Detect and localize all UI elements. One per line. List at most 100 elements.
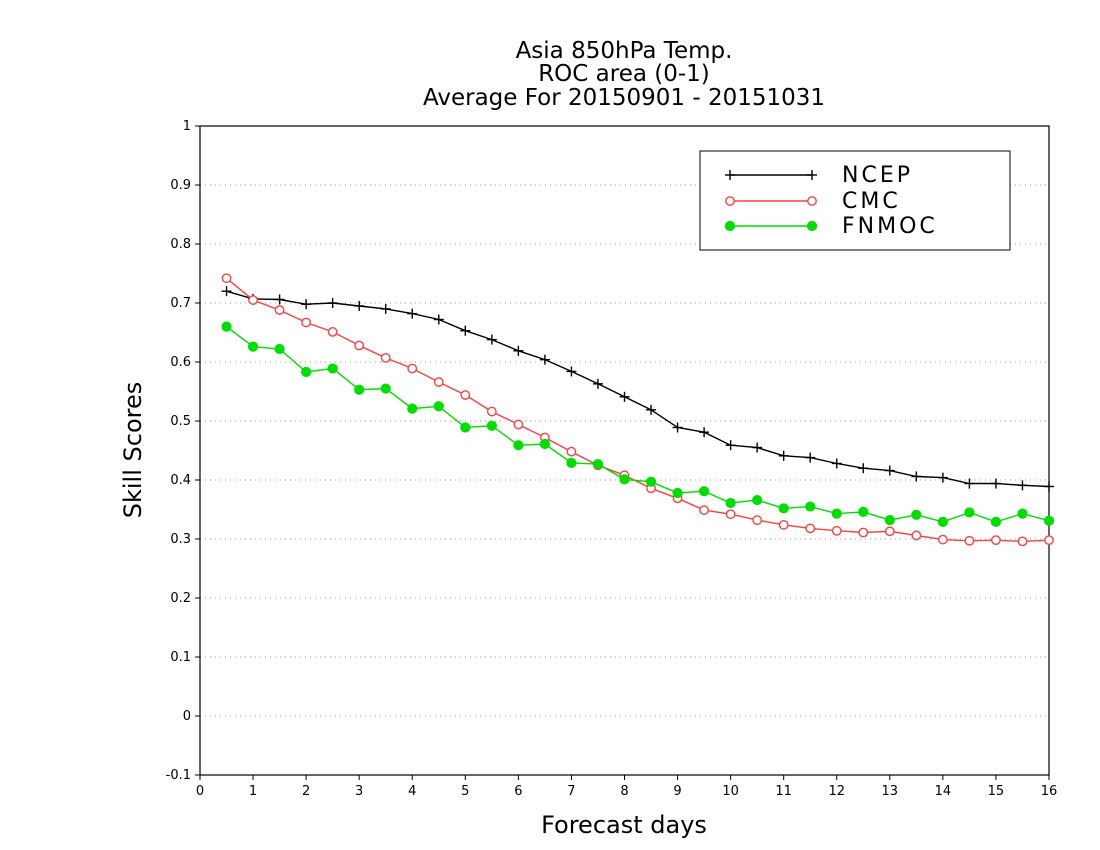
data-point-ncep: [221, 286, 232, 297]
data-point-fnmoc: [752, 494, 763, 506]
data-point-cmc: [486, 406, 497, 417]
legend-marker-ncep: [807, 170, 817, 180]
data-point-cmc: [937, 534, 948, 545]
title-line-1: Asia 850hPa Temp.: [516, 38, 733, 64]
data-point-ncep: [592, 378, 603, 389]
y-axis-label: Skill Scores: [119, 382, 147, 519]
data-point-fnmoc: [884, 515, 895, 526]
y-tick-label: 0.8: [170, 237, 191, 252]
data-point-ncep: [513, 345, 524, 356]
data-point-cmc: [221, 273, 232, 284]
x-tick-label: 8: [620, 784, 628, 799]
data-point-ncep: [884, 465, 895, 476]
data-point-ncep: [1017, 480, 1028, 491]
data-point-ncep: [566, 366, 577, 377]
y-tick-label: 0.6: [170, 355, 191, 370]
data-point-cmc: [433, 377, 444, 387]
y-tick-label: 1: [183, 119, 191, 134]
x-tick-label: 1: [249, 784, 257, 799]
data-point-fnmoc: [274, 343, 285, 355]
data-point-cmc: [327, 327, 338, 337]
data-point-cmc: [805, 523, 816, 534]
data-point-fnmoc: [645, 476, 657, 487]
data-point-ncep: [990, 478, 1001, 489]
x-tick-label: 13: [882, 784, 899, 799]
data-point-cmc: [778, 519, 789, 530]
x-tick-label: 15: [988, 784, 1005, 799]
y-tick-label: -0.1: [166, 768, 191, 783]
data-point-fnmoc: [1043, 515, 1055, 526]
data-point-fnmoc: [486, 420, 497, 431]
data-point-fnmoc: [778, 503, 789, 514]
data-point-cmc: [566, 446, 577, 457]
x-tick-label: 7: [567, 784, 575, 799]
data-point-fnmoc: [433, 401, 444, 412]
title-line-2: ROC area (0-1): [538, 61, 710, 87]
series-layer: [221, 273, 1055, 547]
data-point-fnmoc: [460, 422, 471, 433]
y-tick-label: 0.9: [170, 178, 191, 193]
data-point-fnmoc: [619, 474, 630, 485]
data-point-fnmoc: [964, 507, 975, 518]
data-point-fnmoc: [539, 438, 551, 450]
data-point-fnmoc: [513, 440, 524, 451]
y-tick-label: 0.1: [170, 650, 191, 665]
data-point-ncep: [1044, 481, 1054, 492]
x-tick-label: 9: [673, 784, 681, 799]
data-point-fnmoc: [990, 516, 1002, 527]
series-ncep: [221, 286, 1054, 492]
data-point-cmc: [248, 295, 258, 305]
data-point-cmc: [699, 505, 709, 515]
data-point-cmc: [831, 525, 842, 536]
data-point-cmc: [858, 527, 869, 538]
data-point-fnmoc: [831, 508, 842, 519]
x-tick-label: 6: [514, 784, 522, 799]
data-point-cmc: [380, 352, 391, 363]
data-point-ncep: [778, 450, 789, 461]
data-point-cmc: [752, 515, 763, 526]
data-point-ncep: [380, 303, 391, 314]
data-point-ncep: [752, 442, 763, 453]
data-point-fnmoc: [301, 366, 312, 378]
x-tick-label: 5: [461, 784, 469, 799]
y-tick-label: 0.3: [170, 532, 191, 547]
chart-title: Asia 850hPa Temp. ROC area (0-1) Average…: [423, 38, 825, 111]
data-point-ncep: [274, 294, 285, 305]
data-point-ncep: [699, 427, 710, 438]
series-line-fnmoc: [226, 326, 1050, 523]
axis-ticks: -0.100.10.20.30.40.50.60.70.80.910 1 2 3 4 5 6…: [166, 119, 1058, 799]
x-tick-label: 3: [355, 784, 363, 799]
y-tick-label: 0.5: [170, 414, 191, 429]
series-fnmoc: [221, 321, 1055, 527]
data-point-ncep: [486, 334, 497, 345]
x-tick-label: 16: [1041, 784, 1058, 799]
data-point-fnmoc: [858, 506, 869, 517]
data-point-ncep: [831, 458, 842, 469]
x-tick-label: 14: [935, 784, 952, 799]
data-point-ncep: [433, 314, 444, 325]
data-point-ncep: [460, 325, 471, 336]
data-point-cmc: [354, 340, 365, 351]
data-point-fnmoc: [221, 321, 232, 332]
data-point-fnmoc: [725, 497, 736, 509]
y-tick-label: 0: [183, 709, 191, 724]
grid-lines: [200, 184, 1049, 717]
data-point-cmc: [301, 317, 312, 328]
y-tick-label: 0.4: [170, 473, 191, 488]
data-point-ncep: [937, 472, 948, 483]
legend-marker-cmc: [725, 196, 735, 206]
legend-markers: [724, 170, 818, 232]
series-cmc: [221, 273, 1054, 547]
data-point-cmc: [964, 535, 975, 546]
x-tick-label: 4: [408, 784, 416, 799]
data-point-cmc: [274, 305, 285, 315]
legend-marker-fnmoc: [724, 220, 736, 232]
data-point-fnmoc: [698, 486, 710, 497]
legend-label-cmc: CMC: [842, 189, 901, 214]
data-point-fnmoc: [1017, 508, 1028, 519]
data-point-cmc: [1017, 536, 1028, 547]
x-tick-label: 2: [302, 784, 310, 799]
data-point-ncep: [539, 354, 550, 365]
data-point-ncep: [301, 299, 312, 310]
data-point-cmc: [460, 390, 471, 400]
